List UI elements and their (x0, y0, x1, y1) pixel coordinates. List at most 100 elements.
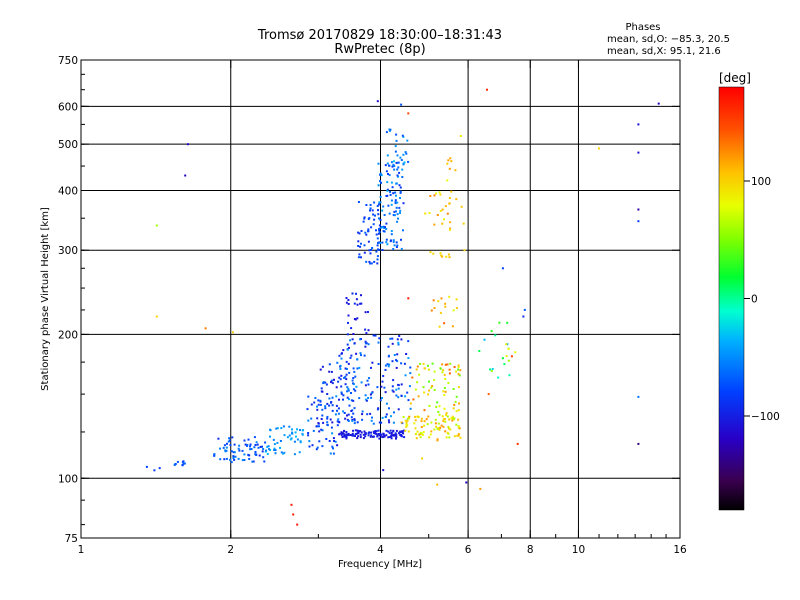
data-point (227, 440, 230, 443)
data-point (334, 413, 337, 416)
data-point (438, 413, 441, 416)
data-point (340, 374, 343, 377)
title-block: Tromsø 20170829 18:30:00–18:31:43 RwPret… (257, 28, 502, 57)
data-point (328, 397, 331, 400)
data-point (377, 341, 380, 344)
data-point (446, 179, 449, 182)
data-point (345, 368, 348, 370)
data-point (345, 373, 348, 376)
data-point (381, 416, 384, 419)
data-point (269, 435, 271, 438)
data-point (348, 346, 350, 349)
data-point (637, 395, 640, 398)
data-point (243, 439, 246, 442)
data-point (328, 363, 331, 366)
data-point (457, 426, 460, 429)
data-point (443, 418, 446, 420)
data-point (358, 253, 361, 256)
data-point (386, 181, 389, 184)
data-point (637, 123, 640, 126)
data-point (292, 513, 295, 516)
data-points (145, 88, 660, 526)
data-point (337, 407, 340, 410)
data-point (376, 258, 379, 261)
data-point (374, 334, 377, 337)
data-point (352, 367, 355, 370)
data-point (459, 436, 462, 439)
data-point (407, 340, 410, 343)
data-point (459, 369, 462, 372)
data-point (443, 322, 446, 325)
data-point (324, 405, 327, 408)
data-point (330, 379, 333, 382)
data-point (341, 432, 344, 435)
data-point (448, 427, 451, 430)
data-point (382, 225, 385, 228)
data-point (264, 441, 267, 444)
data-point (438, 191, 441, 194)
data-point (369, 262, 372, 265)
data-point (328, 370, 331, 373)
data-point (448, 202, 451, 205)
data-point (274, 452, 277, 455)
data-point (318, 425, 320, 428)
data-point (437, 300, 440, 303)
data-point (376, 100, 379, 103)
data-point (252, 460, 255, 463)
data-point (451, 325, 454, 328)
x-tick-label: 10 (572, 544, 585, 556)
data-point (347, 362, 350, 365)
data-point (408, 415, 411, 418)
data-point (386, 194, 389, 197)
data-point (374, 214, 376, 217)
data-point (255, 441, 258, 444)
data-point (365, 342, 368, 345)
data-point (417, 415, 420, 418)
axis-ticks: 1 2 4 6 8 10 16 75 100 200 300 400 500 600 750 (58, 55, 687, 556)
data-point (398, 206, 401, 209)
data-point (377, 232, 380, 235)
data-point (274, 449, 277, 452)
data-point (448, 228, 451, 231)
data-point (283, 434, 286, 437)
data-point (381, 435, 384, 438)
data-point (367, 230, 370, 233)
data-point (296, 438, 299, 441)
data-point (338, 376, 341, 379)
data-point (457, 425, 460, 428)
data-point (356, 317, 359, 320)
data-point (458, 402, 460, 405)
data-point (423, 367, 426, 370)
data-point (379, 180, 381, 183)
data-point (384, 415, 387, 418)
data-point (280, 451, 283, 454)
data-point (379, 195, 382, 198)
data-point (393, 214, 396, 217)
data-point (268, 448, 271, 451)
data-point (392, 430, 395, 433)
data-point (419, 362, 422, 365)
data-point (390, 415, 392, 418)
data-point (373, 201, 376, 204)
data-point (388, 363, 391, 366)
data-point (437, 422, 440, 425)
data-point (447, 425, 450, 428)
data-point (272, 438, 275, 441)
data-point (372, 213, 375, 216)
data-point (379, 226, 382, 229)
data-point (433, 307, 436, 309)
data-point (326, 393, 329, 395)
data-point (483, 338, 486, 341)
data-point (346, 386, 349, 389)
data-point (397, 161, 400, 164)
data-point (448, 256, 451, 259)
data-point (228, 439, 231, 442)
data-point (241, 459, 244, 462)
data-point (419, 431, 422, 434)
data-point (317, 403, 320, 406)
data-point (385, 222, 388, 225)
data-point (351, 292, 354, 295)
data-point (385, 170, 388, 173)
y-tick-label: 75 (65, 533, 78, 545)
data-point (402, 229, 404, 232)
